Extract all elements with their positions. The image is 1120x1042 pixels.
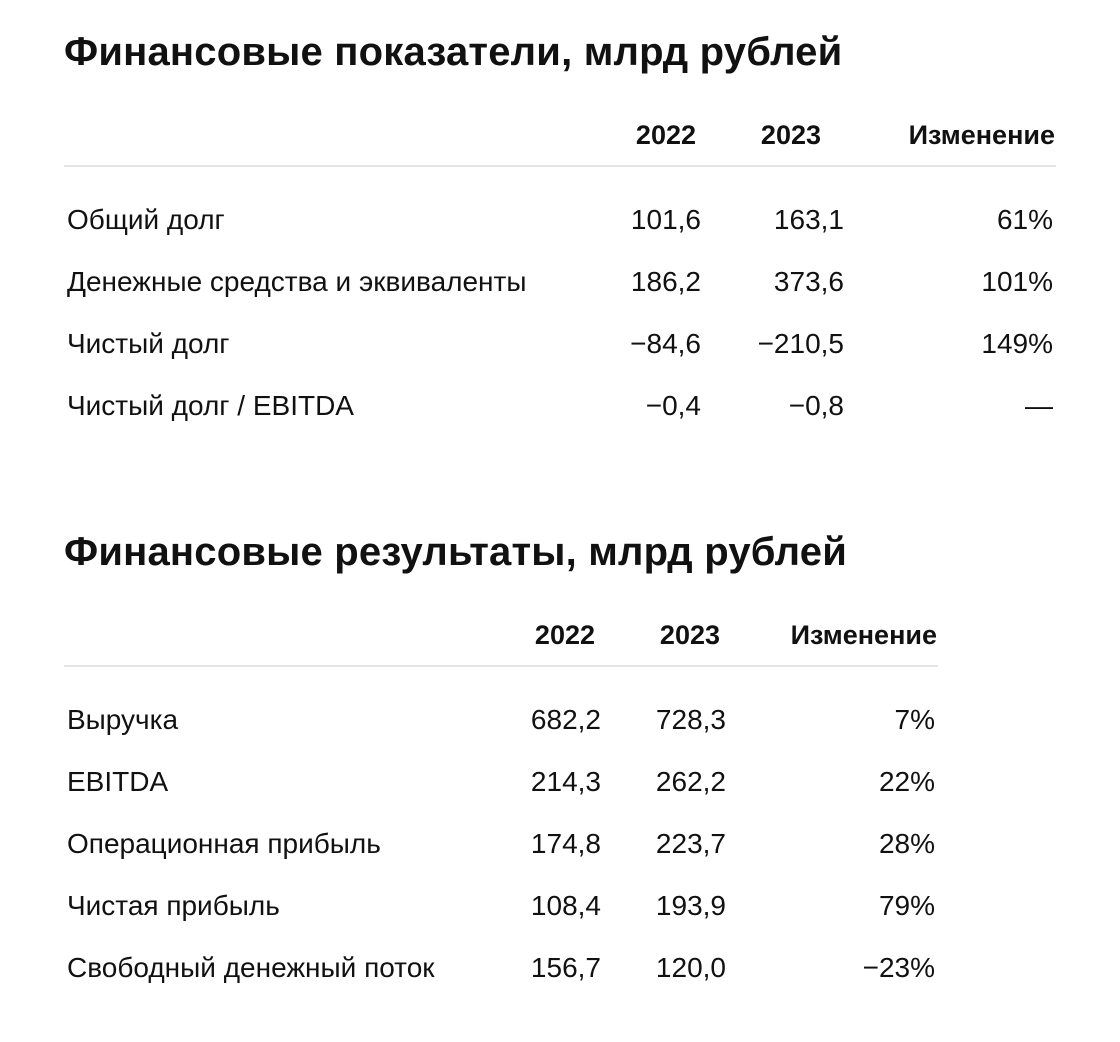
- value-2023: −0,8: [788, 390, 844, 421]
- table-row: Чистая прибыль 108,4 193,9 79%: [64, 880, 938, 942]
- table-row: Чистый долг / EBITDA −0,4 −0,8 —: [64, 380, 1056, 442]
- row-label: Чистая прибыль: [67, 890, 280, 921]
- value-change: 7%: [894, 704, 935, 735]
- table-row: Денежные средства и эквиваленты 186,2 37…: [64, 256, 1056, 318]
- table-row: Выручка 682,2 728,3 7%: [64, 694, 938, 756]
- value-2023: 223,7: [655, 828, 726, 859]
- value-2022: 682,2: [530, 704, 601, 735]
- row-label: Денежные средства и эквиваленты: [67, 266, 527, 297]
- value-2022: 214,3: [530, 766, 601, 797]
- value-change: 101%: [981, 266, 1053, 297]
- column-header-change: Изменение: [908, 120, 1055, 150]
- table-row: EBITDA 214,3 262,2 22%: [64, 756, 938, 818]
- value-change: −23%: [862, 952, 935, 983]
- value-change: —: [1025, 390, 1053, 421]
- column-header-change: Изменение: [790, 620, 937, 650]
- value-2022: −0,4: [645, 390, 701, 421]
- row-label: Выручка: [67, 704, 179, 735]
- row-label: Чистый долг / EBITDA: [67, 390, 354, 421]
- value-2023: −210,5: [757, 328, 844, 359]
- table-header: 2022 2023 Изменение: [64, 616, 938, 674]
- table-header: 2022 2023 Изменение: [64, 116, 1056, 174]
- header-divider: [64, 165, 1056, 167]
- value-2022: 108,4: [530, 890, 601, 921]
- row-label: Чистый долг: [67, 328, 230, 359]
- value-2023: 728,3: [655, 704, 726, 735]
- value-2022: 156,7: [530, 952, 601, 983]
- column-header-2022: 2022: [534, 620, 595, 650]
- header-divider: [64, 665, 938, 667]
- value-change: 149%: [981, 328, 1053, 359]
- table-row: Свободный денежный поток 156,7 120,0 −23…: [64, 942, 938, 1004]
- value-2022: 186,2: [630, 266, 701, 297]
- financial-results-title: Финансовые результаты, млрд рублей: [64, 530, 847, 574]
- value-2023: 262,2: [655, 766, 726, 797]
- value-2022: 101,6: [630, 204, 701, 235]
- column-header-2023: 2023: [659, 620, 720, 650]
- row-label: Общий долг: [67, 204, 225, 235]
- value-change: 28%: [878, 828, 935, 859]
- value-2023: 373,6: [773, 266, 844, 297]
- value-2023: 120,0: [655, 952, 726, 983]
- value-change: 22%: [878, 766, 935, 797]
- column-header-2023: 2023: [760, 120, 821, 150]
- financial-indicators-title: Финансовые показатели, млрд рублей: [64, 30, 843, 74]
- value-2022: 174,8: [530, 828, 601, 859]
- row-label: Свободный денежный поток: [67, 952, 435, 983]
- value-2023: 163,1: [773, 204, 844, 235]
- value-change: 79%: [878, 890, 935, 921]
- table-row: Чистый долг −84,6 −210,5 149%: [64, 318, 1056, 380]
- value-2022: −84,6: [630, 328, 701, 359]
- column-header-2022: 2022: [635, 120, 696, 150]
- value-change: 61%: [996, 204, 1053, 235]
- table-row: Операционная прибыль 174,8 223,7 28%: [64, 818, 938, 880]
- financial-results-table: 2022 2023 Изменение Выручка 682,2 728,3 …: [64, 616, 938, 1004]
- row-label: Операционная прибыль: [67, 828, 381, 859]
- table-row: Общий долг 101,6 163,1 61%: [64, 194, 1056, 256]
- value-2023: 193,9: [655, 890, 726, 921]
- row-label: EBITDA: [67, 766, 169, 797]
- financial-indicators-table: 2022 2023 Изменение Общий долг 101,6 163…: [64, 116, 1056, 442]
